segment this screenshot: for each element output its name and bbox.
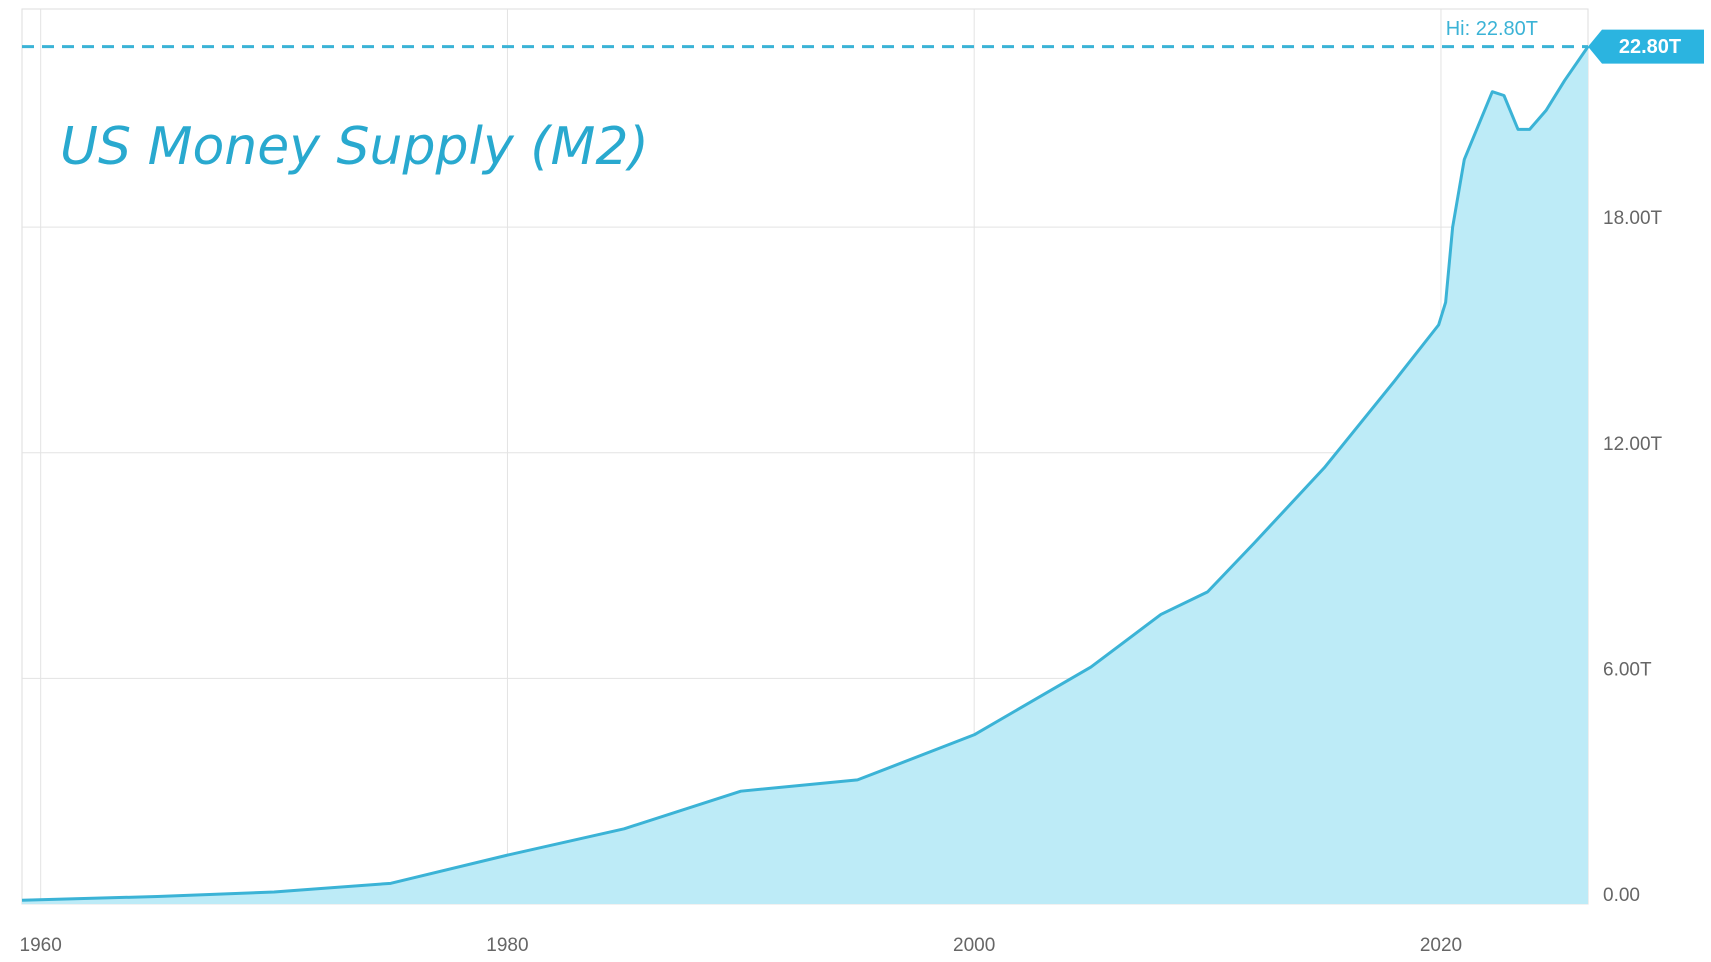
y-tick-label: 6.00T (1603, 659, 1652, 680)
y-tick-label: 0.00 (1603, 885, 1640, 906)
hi-label: Hi: 22.80T (1446, 18, 1538, 40)
area-fill (22, 46, 1588, 904)
x-tick-label: 2000 (953, 935, 995, 956)
x-tick-label: 1980 (486, 935, 528, 956)
last-badge (1588, 29, 1704, 64)
x-tick-label: 1960 (20, 935, 62, 956)
line (21, 45, 1590, 902)
x-tick-label: 2020 (1420, 935, 1462, 956)
last-label: 22.80T (1619, 36, 1681, 58)
y-tick-label: 18.00T (1603, 208, 1663, 229)
chart-title: US Money Supply (M2) (60, 117, 649, 177)
y-tick-label: 12.00T (1603, 434, 1663, 455)
